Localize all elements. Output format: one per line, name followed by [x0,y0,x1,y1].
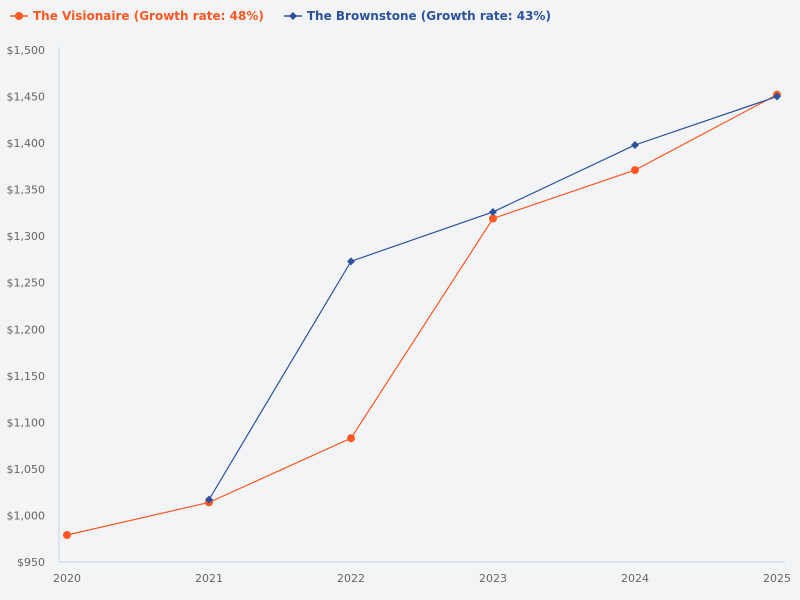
legend-label: The Visionaire (Growth rate: 48%) [33,9,264,23]
data-point [347,434,355,443]
legend-label: The Brownstone (Growth rate: 43%) [306,9,551,23]
y-tick-label: $1,250 [7,277,46,290]
y-tick-label: $1,000 [7,509,46,522]
data-point [631,166,639,175]
x-tick-label: 2024 [621,572,649,585]
x-tick-label: 2021 [195,572,223,585]
x-tick-label: 2023 [479,572,507,585]
legend: The Visionaire (Growth rate: 48%) The Br… [10,9,551,23]
y-tick-label: $1,450 [7,91,46,104]
x-tick-label: 2020 [53,572,81,585]
diamond-marker-icon [283,12,302,20]
series-line [66,94,778,536]
legend-item-visionaire[interactable]: The Visionaire (Growth rate: 48%) [10,9,264,23]
y-tick-label: $950 [17,556,45,569]
y-tick-label: $1,100 [7,416,46,429]
data-point [63,531,71,540]
data-point [347,257,355,266]
y-tick-label: $1,200 [7,323,46,336]
legend-item-brownstone[interactable]: The Brownstone (Growth rate: 43%) [283,9,551,23]
data-point [631,140,639,149]
y-tick-label: $1,400 [7,137,46,150]
y-tick-label: $1,050 [7,463,46,476]
data-point [205,495,213,504]
circle-marker-icon [10,12,28,20]
x-tick-label: 2025 [763,572,791,585]
series-line [208,95,778,500]
data-point [489,207,497,216]
y-tick-label: $1,500 [7,44,46,57]
data-point [773,92,781,101]
y-tick-label: $1,300 [7,230,46,243]
y-tick-label: $1,150 [7,370,46,383]
x-tick-label: 2022 [337,572,365,585]
data-point [489,214,497,223]
y-tick-label: $1,350 [7,184,46,197]
